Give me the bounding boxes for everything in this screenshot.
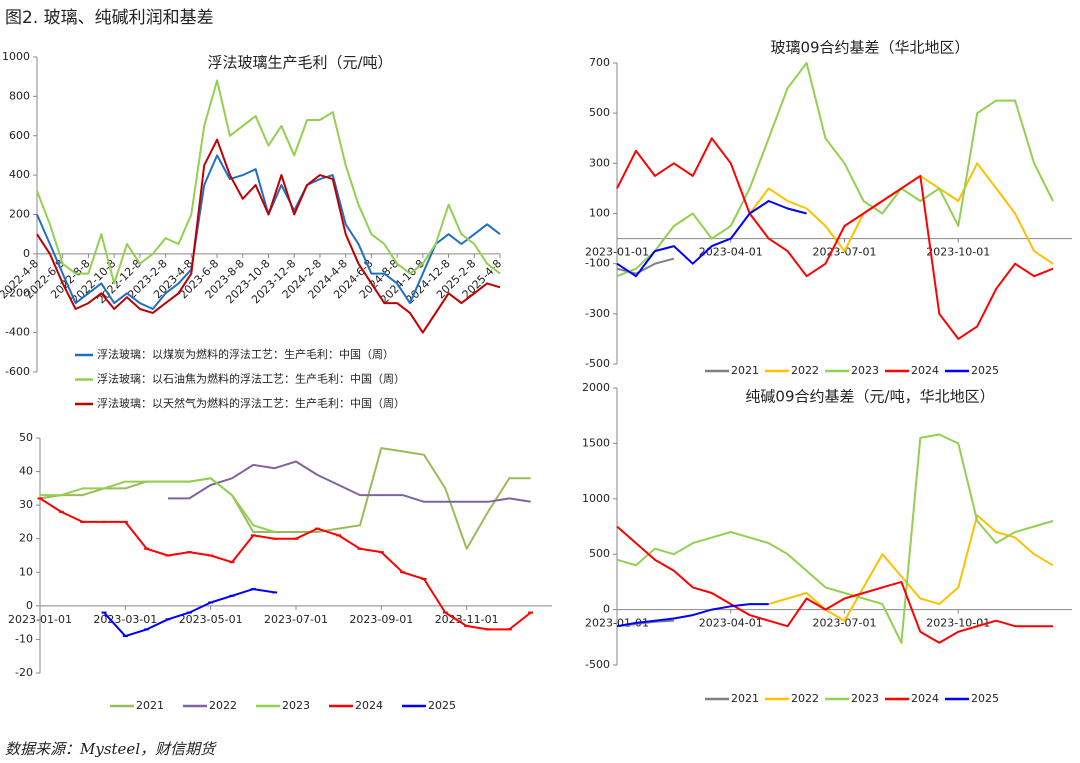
legend-label: 2024 <box>911 692 939 705</box>
x-tick-label: 2023-09-01 <box>349 613 413 626</box>
y-tick-label: 500 <box>589 547 610 560</box>
chart-title: 浮法玻璃生产毛利（元/吨） <box>207 54 392 72</box>
y-tick-label: -300 <box>585 307 610 320</box>
legend-label: 2022 <box>209 699 237 712</box>
series-line <box>616 137 1054 340</box>
y-tick-label: 20 <box>19 532 33 545</box>
series-line <box>168 460 531 503</box>
series-line <box>39 447 531 550</box>
legend-label: 2021 <box>731 692 759 705</box>
series-line <box>616 603 769 628</box>
series-line <box>40 477 275 533</box>
legend-label: 2023 <box>851 364 879 377</box>
y-tick-label: 400 <box>9 168 30 181</box>
y-tick-label: 50 <box>19 431 33 444</box>
legend-label: 浮法玻璃：以石油焦为燃料的浮法工艺：生产毛利：中国（周） <box>97 372 405 386</box>
y-tick-label: 300 <box>589 156 610 169</box>
y-tick-label: 10 <box>19 565 33 578</box>
y-tick-label: -200 <box>5 286 30 299</box>
series-line <box>616 433 1054 644</box>
x-tick-label: 2023-10-01 <box>926 246 990 259</box>
y-tick-label: -100 <box>585 257 610 270</box>
series-line <box>616 257 675 275</box>
y-tick-label: 200 <box>9 208 30 221</box>
series-line <box>616 62 1054 278</box>
x-tick-label: 2023-07-01 <box>813 617 877 630</box>
legend-label: 2023 <box>282 699 310 712</box>
x-tick-label: 2023-07-01 <box>264 613 328 626</box>
series-line <box>748 162 1054 265</box>
legend-label: 2021 <box>731 364 759 377</box>
x-tick-label: 2023-01-01 <box>585 246 649 259</box>
legend-label: 2022 <box>791 364 819 377</box>
y-tick-label: -600 <box>5 365 30 378</box>
y-tick-label: 700 <box>589 56 610 69</box>
y-tick-label: -500 <box>585 658 610 671</box>
x-tick-label: 2023-04-01 <box>699 617 763 630</box>
y-tick-label: 2000 <box>582 381 610 394</box>
x-tick-label: 2023-01-01 <box>8 613 72 626</box>
legend-label: 2024 <box>355 699 383 712</box>
y-tick-label: 0 <box>603 603 610 616</box>
y-tick-label: 0 <box>23 247 30 260</box>
y-tick-label: 100 <box>589 207 610 220</box>
y-tick-label: 600 <box>9 129 30 142</box>
x-tick-label: 2023-03-01 <box>93 613 157 626</box>
x-tick-label: 2023-04-01 <box>699 246 763 259</box>
series-line <box>768 514 1054 622</box>
x-tick-label: 2023-05-01 <box>179 613 243 626</box>
y-tick-label: 40 <box>19 465 33 478</box>
y-tick-label: 500 <box>589 106 610 119</box>
y-tick-label: 1000 <box>582 492 610 505</box>
x-tick-label: 2023-01-01 <box>585 617 649 630</box>
series-line <box>36 138 501 334</box>
legend-label: 浮法玻璃：以煤炭为燃料的浮法工艺：生产毛利：中国（周） <box>97 347 394 361</box>
legend-label: 2024 <box>911 364 939 377</box>
chart-title: 玻璃09合约基差（华北地区） <box>770 39 969 57</box>
legend-label: 2021 <box>136 699 164 712</box>
y-tick-label: -400 <box>5 326 30 339</box>
series-line <box>616 525 1053 644</box>
x-tick-label: 2023-10-01 <box>926 617 990 630</box>
y-tick-label: 30 <box>19 498 33 511</box>
y-tick-label: -10 <box>15 632 33 645</box>
y-tick-label: 800 <box>9 89 30 102</box>
y-tick-label: 0 <box>26 599 33 612</box>
series-line <box>39 497 532 631</box>
legend-label: 2025 <box>971 692 999 705</box>
source: 数据来源：Mysteel，财信期货 <box>5 740 217 758</box>
series-line <box>36 79 501 285</box>
legend-label: 2025 <box>971 364 999 377</box>
y-tick-label: 1500 <box>582 436 610 449</box>
legend-label: 浮法玻璃：以天然气为燃料的浮法工艺：生产毛利：中国（周） <box>97 396 405 410</box>
y-tick-label: 1000 <box>2 50 30 63</box>
y-tick-label: -20 <box>15 666 33 679</box>
series-line <box>616 200 807 278</box>
page-title: 图2. 玻璃、纯碱利润和基差 <box>5 8 214 28</box>
x-tick-label: 2023-11-01 <box>435 613 499 626</box>
chart-title: 纯碱09合约基差（元/吨，华北地区） <box>745 388 994 406</box>
y-tick-label: -500 <box>585 357 610 370</box>
legend-label: 2023 <box>851 692 879 705</box>
legend-label: 2025 <box>428 699 456 712</box>
legend-label: 2022 <box>791 692 819 705</box>
